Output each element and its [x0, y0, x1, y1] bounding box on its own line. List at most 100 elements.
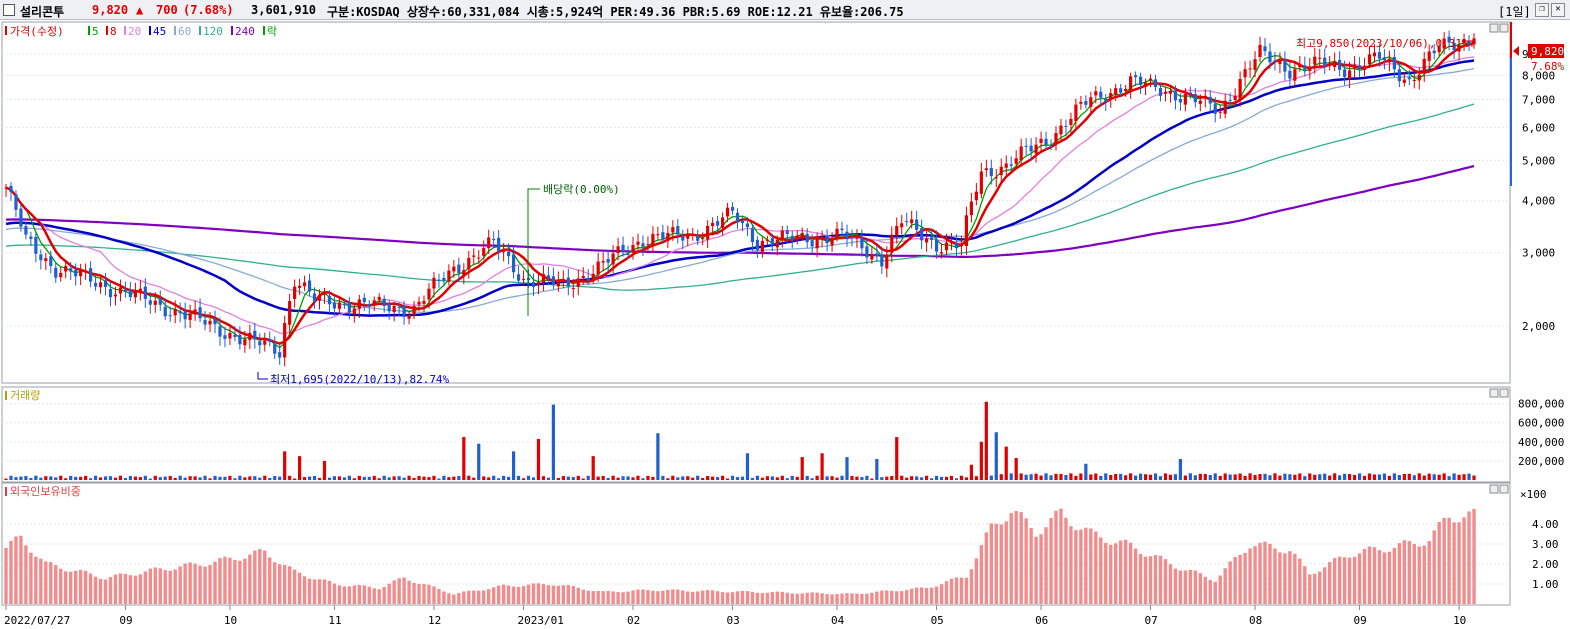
- candle: [417, 296, 421, 312]
- volume-bar: [785, 478, 789, 480]
- volume-bar: [1039, 475, 1043, 480]
- foreign-ratio-bar: [1074, 530, 1078, 604]
- volume-bar: [1432, 474, 1436, 480]
- candle: [531, 273, 536, 296]
- foreign-ratio-bar: [292, 569, 297, 604]
- volume-bar: [666, 478, 670, 480]
- x-axis-label: 09: [119, 614, 132, 627]
- candle: [258, 333, 262, 354]
- foreign-ratio-bar: [576, 587, 580, 604]
- foreign-ratio-bar: [78, 569, 83, 604]
- foreign-ratio-bar: [875, 591, 879, 604]
- volume-bar: [268, 477, 272, 480]
- volume-bar: [1248, 473, 1252, 480]
- volume-bar: [641, 478, 645, 480]
- foreign-ratio-bar: [327, 580, 332, 604]
- volume-bar: [1313, 474, 1317, 480]
- foreign-panel-close-icon[interactable]: [1499, 484, 1509, 494]
- volume-bar: [118, 475, 123, 480]
- volume-bar: [1079, 473, 1083, 480]
- candle: [865, 238, 869, 265]
- foreign-ratio-bar: [825, 594, 829, 604]
- volume-bar: [1213, 473, 1217, 480]
- foreign-ratio-bar: [178, 566, 182, 604]
- foreign-ratio-bar: [845, 593, 849, 604]
- volume-bar: [1352, 474, 1357, 480]
- foreign-panel-min-icon[interactable]: [1489, 484, 1499, 494]
- foreign-ratio-bar: [347, 586, 352, 604]
- volume-bar: [596, 476, 600, 480]
- vol-panel-min-icon[interactable]: [1489, 388, 1499, 398]
- volume-bar: [1178, 459, 1182, 480]
- candle: [994, 168, 998, 188]
- volume-bar: [979, 441, 983, 480]
- select-checkbox[interactable]: [3, 4, 15, 16]
- candle: [1328, 56, 1332, 71]
- foreign-ratio-bar: [452, 594, 456, 604]
- foreign-ratio-bar: [322, 579, 327, 604]
- volume-bar: [954, 478, 959, 480]
- foreign-ratio-bar: [1243, 552, 1247, 604]
- volume-bar: [934, 475, 939, 480]
- foreign-ratio-bar: [382, 586, 386, 604]
- foreign-ratio-bar: [586, 590, 590, 604]
- candle: [1347, 61, 1352, 89]
- foreign-ratio-bar: [462, 591, 466, 604]
- foreign-ratio-bar: [686, 591, 690, 604]
- candle: [984, 159, 988, 177]
- vol-panel-close-icon[interactable]: [1499, 388, 1509, 398]
- volume-bar: [865, 475, 869, 480]
- volume-bar: [546, 477, 551, 480]
- panel-close-icon[interactable]: [1499, 23, 1509, 33]
- foreign-ratio-bar: [860, 593, 864, 604]
- volume-bar: [312, 476, 317, 480]
- foreign-ratio-bar: [1332, 558, 1337, 604]
- volume-bar: [1084, 463, 1088, 480]
- candle: [1352, 56, 1357, 78]
- volume-bar: [193, 476, 197, 480]
- candle: [98, 275, 103, 294]
- candle: [93, 275, 98, 291]
- candle: [905, 212, 909, 227]
- foreign-ratio-bar: [750, 591, 755, 604]
- volume-bar: [173, 477, 177, 480]
- foreign-ratio-bar: [183, 563, 187, 604]
- volume-bar: [825, 476, 829, 480]
- foreign-ratio-bar: [631, 590, 635, 604]
- foreign-ratio-bar: [501, 584, 506, 604]
- foreign-ratio-bar: [188, 562, 192, 604]
- volume-bar: [198, 477, 202, 480]
- volume-bar: [870, 478, 874, 480]
- foreign-ratio-bar: [258, 549, 262, 604]
- volume-bar: [701, 477, 705, 480]
- volume-bar: [1293, 474, 1297, 480]
- volume-bar: [332, 476, 337, 480]
- volume-bar: [1362, 475, 1367, 480]
- candle: [337, 297, 342, 314]
- volume-bar: [153, 475, 157, 480]
- volume-bar: [716, 477, 720, 480]
- candle: [1253, 51, 1257, 78]
- close-icon[interactable]: ✕: [1551, 3, 1565, 17]
- candle: [422, 295, 426, 313]
- volume-bar: [745, 453, 750, 480]
- candle: [1313, 47, 1317, 74]
- period-selector[interactable]: [1일]: [1498, 5, 1531, 19]
- candle: [671, 220, 675, 241]
- candle: [974, 183, 978, 206]
- candle: [1198, 94, 1202, 112]
- candle: [1228, 92, 1232, 107]
- candle: [44, 252, 48, 270]
- foreign-ratio-bar: [681, 590, 685, 604]
- foreign-ratio-bar: [1367, 546, 1372, 604]
- restore-icon[interactable]: ❐: [1535, 3, 1549, 17]
- candle: [880, 246, 884, 274]
- volume-bar: [566, 476, 570, 480]
- price-tick-label: 6,000: [1522, 121, 1555, 134]
- candle: [1422, 51, 1426, 82]
- foreign-ratio-bar: [740, 590, 745, 604]
- panel-min-icon[interactable]: [1489, 23, 1499, 33]
- candle: [168, 306, 172, 322]
- candle: [19, 204, 23, 232]
- candle: [213, 310, 217, 334]
